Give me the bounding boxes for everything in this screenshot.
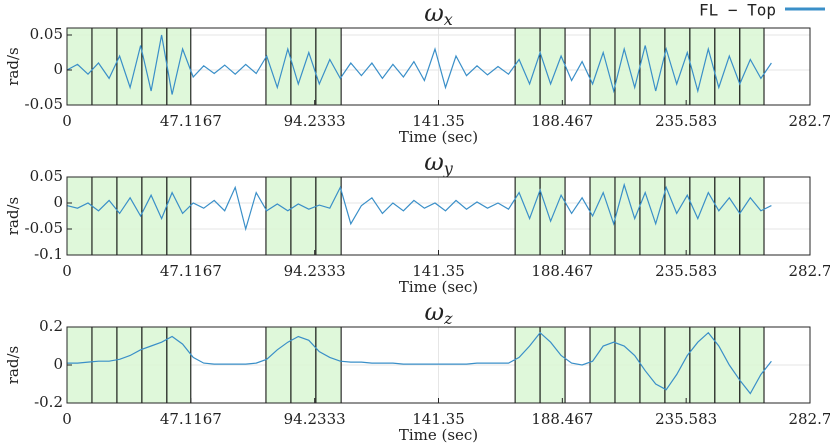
y-tick-label: -0.05 bbox=[25, 219, 63, 237]
shaded-region bbox=[141, 326, 168, 404]
title-subscript: y bbox=[443, 159, 454, 178]
x-tick-label: 47.1167 bbox=[160, 410, 222, 428]
shaded-region bbox=[116, 176, 143, 256]
data-line bbox=[66, 34, 772, 95]
shaded-region bbox=[290, 176, 317, 256]
shaded-region bbox=[116, 326, 143, 404]
x-tick-label: 47.1167 bbox=[160, 112, 222, 130]
shaded-region bbox=[116, 27, 143, 106]
y-tick-label: 0 bbox=[53, 193, 63, 211]
shaded-region bbox=[514, 326, 541, 404]
x-tick-label: 94.2333 bbox=[284, 410, 346, 428]
x-axis-label: Time (sec) bbox=[399, 278, 478, 296]
shaded-region bbox=[714, 27, 741, 106]
title-symbol: ω bbox=[424, 148, 444, 176]
x-tick-label: 282.7 bbox=[789, 262, 830, 280]
shaded-region bbox=[614, 326, 641, 404]
shaded-region bbox=[315, 27, 342, 106]
x-axis-label: Time (sec) bbox=[399, 128, 478, 146]
y-axis-label: rad/s bbox=[4, 346, 22, 384]
shaded-region bbox=[639, 176, 666, 256]
shaded-region bbox=[689, 27, 716, 106]
chart-title: ωx bbox=[424, 0, 453, 29]
shaded-region bbox=[91, 176, 118, 256]
title-subscript: x bbox=[444, 10, 453, 29]
legend-label: FL − Top bbox=[699, 1, 776, 20]
shaded-region bbox=[639, 326, 666, 404]
shaded-region bbox=[639, 27, 666, 106]
x-tick-label: 235.583 bbox=[655, 262, 717, 280]
shaded-region bbox=[265, 326, 292, 404]
shaded-region bbox=[689, 176, 716, 256]
x-tick-label: 188.467 bbox=[531, 262, 593, 280]
shaded-region bbox=[664, 27, 691, 106]
x-tick-label: 282.7 bbox=[789, 112, 830, 130]
shaded-region bbox=[265, 176, 292, 256]
data-line bbox=[67, 331, 772, 395]
data-line bbox=[66, 182, 772, 232]
x-axis-label: Time (sec) bbox=[399, 426, 478, 444]
shaded-region bbox=[614, 27, 641, 106]
y-tick-label: -0.1 bbox=[34, 245, 63, 263]
shaded-region bbox=[714, 326, 741, 404]
x-tick-label: 235.583 bbox=[655, 410, 717, 428]
y-axis-label: rad/s bbox=[4, 197, 22, 235]
x-tick-label: 141.35 bbox=[412, 112, 465, 130]
x-tick-label: 0 bbox=[62, 112, 72, 130]
shaded-region bbox=[589, 326, 616, 404]
shaded-region bbox=[315, 176, 342, 256]
shaded-region bbox=[664, 326, 691, 404]
y-tick-label: 0.2 bbox=[39, 317, 63, 335]
shaded-region bbox=[539, 27, 566, 106]
shaded-region bbox=[66, 176, 93, 256]
y-tick-label: 0 bbox=[53, 60, 63, 78]
x-tick-label: 47.1167 bbox=[160, 262, 222, 280]
shaded-region bbox=[539, 326, 566, 404]
x-tick-label: 282.7 bbox=[789, 410, 830, 428]
shaded-region bbox=[315, 326, 342, 404]
x-tick-label: 141.35 bbox=[412, 410, 465, 428]
shaded-region bbox=[166, 176, 192, 256]
shaded-region bbox=[290, 27, 317, 106]
shaded-region bbox=[739, 27, 765, 106]
shaded-region bbox=[290, 326, 317, 404]
x-tick-label: 0 bbox=[62, 410, 72, 428]
chart-title: ωy bbox=[424, 148, 454, 178]
chart-title: ωz bbox=[424, 298, 453, 328]
x-tick-label: 94.2333 bbox=[284, 112, 346, 130]
shaded-region bbox=[514, 27, 541, 106]
title-symbol: ω bbox=[424, 0, 444, 27]
y-tick-label: 0.05 bbox=[30, 25, 63, 43]
x-tick-label: 235.583 bbox=[655, 112, 717, 130]
x-tick-label: 0 bbox=[62, 262, 72, 280]
y-tick-label: -0.05 bbox=[25, 95, 63, 113]
y-tick-label: -0.2 bbox=[34, 393, 63, 411]
y-tick-label: 0.05 bbox=[30, 167, 63, 185]
shaded-region bbox=[689, 326, 716, 404]
x-tick-label: 94.2333 bbox=[284, 262, 346, 280]
shaded-region bbox=[514, 176, 541, 256]
y-tick-label: 0 bbox=[53, 355, 63, 373]
x-tick-label: 188.467 bbox=[531, 410, 593, 428]
shaded-region bbox=[589, 27, 616, 106]
shaded-region bbox=[664, 176, 691, 256]
title-symbol: ω bbox=[424, 298, 444, 326]
shaded-region bbox=[166, 326, 192, 404]
shaded-region bbox=[714, 176, 741, 256]
y-axis-label: rad/s bbox=[4, 47, 22, 85]
title-subscript: z bbox=[443, 309, 453, 328]
shaded-region bbox=[739, 176, 765, 256]
x-tick-label: 141.35 bbox=[412, 262, 465, 280]
shaded-region bbox=[91, 326, 118, 404]
x-tick-label: 188.467 bbox=[531, 112, 593, 130]
